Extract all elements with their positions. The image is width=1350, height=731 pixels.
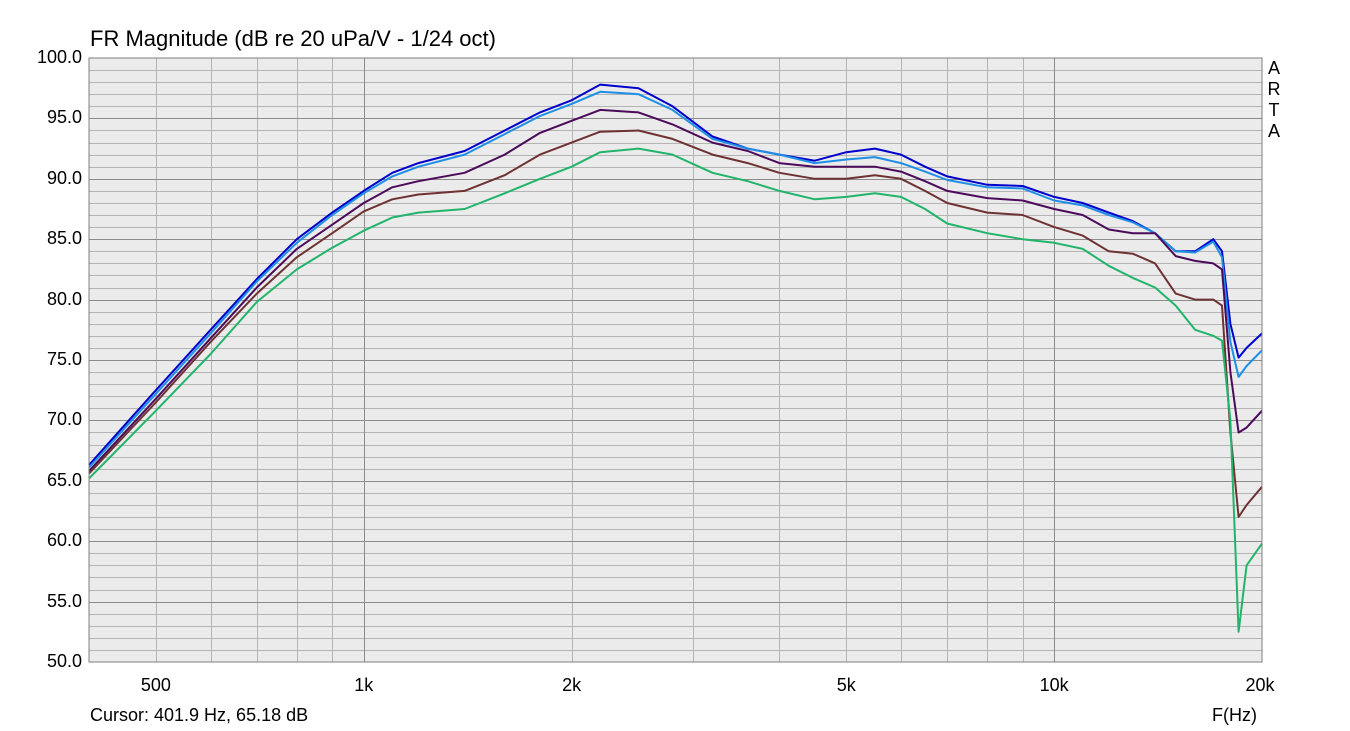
y-tick-label: 75.0 xyxy=(46,349,82,369)
y-tick-label: 95.0 xyxy=(46,107,82,128)
brand-letter: R xyxy=(1267,79,1281,99)
plot-frame xyxy=(88,57,1263,663)
brand-letter: A xyxy=(1267,121,1280,141)
brand-letter: T xyxy=(1268,100,1280,120)
y-tick-label: 80.0 xyxy=(46,288,82,309)
y-tick-label: 55.0 xyxy=(46,590,82,611)
chart-title: FR Magnitude (dB re 20 uPa/V - 1/24 oct) xyxy=(90,26,496,51)
y-tick-label: 60.0 xyxy=(46,530,82,551)
series-line-4 xyxy=(88,129,1263,518)
major-grid xyxy=(89,58,1262,662)
x-tick-label: 5k xyxy=(836,675,856,695)
arta-brand: A R T A xyxy=(1267,58,1281,142)
y-tick-label: 70.0 xyxy=(46,409,82,430)
series-lines xyxy=(88,83,1263,633)
series-line-2 xyxy=(88,90,1263,469)
x-tick-label: 2k xyxy=(562,675,582,695)
x-tick-label: 500 xyxy=(140,675,171,695)
x-tick-label: 20k xyxy=(1245,675,1275,695)
y-tick-label: 85.0 xyxy=(46,228,82,249)
minor-grid xyxy=(89,58,1262,662)
y-tick-label: 65.0 xyxy=(46,469,82,490)
x-tick-label: 10k xyxy=(1039,675,1069,695)
y-tick-label: 50.0 xyxy=(46,651,82,671)
cursor-readout: Cursor: 401.9 Hz, 65.18 dB xyxy=(90,705,309,725)
x-axis-unit: F(Hz) xyxy=(1212,705,1257,725)
brand-letter: A xyxy=(1267,58,1280,78)
x-tick-label: 1k xyxy=(354,675,374,695)
series-line-3 xyxy=(88,108,1263,472)
y-tick-label: 90.0 xyxy=(46,167,82,188)
series-line-5 xyxy=(88,147,1263,633)
y-tick-label: 100.0 xyxy=(36,47,82,67)
